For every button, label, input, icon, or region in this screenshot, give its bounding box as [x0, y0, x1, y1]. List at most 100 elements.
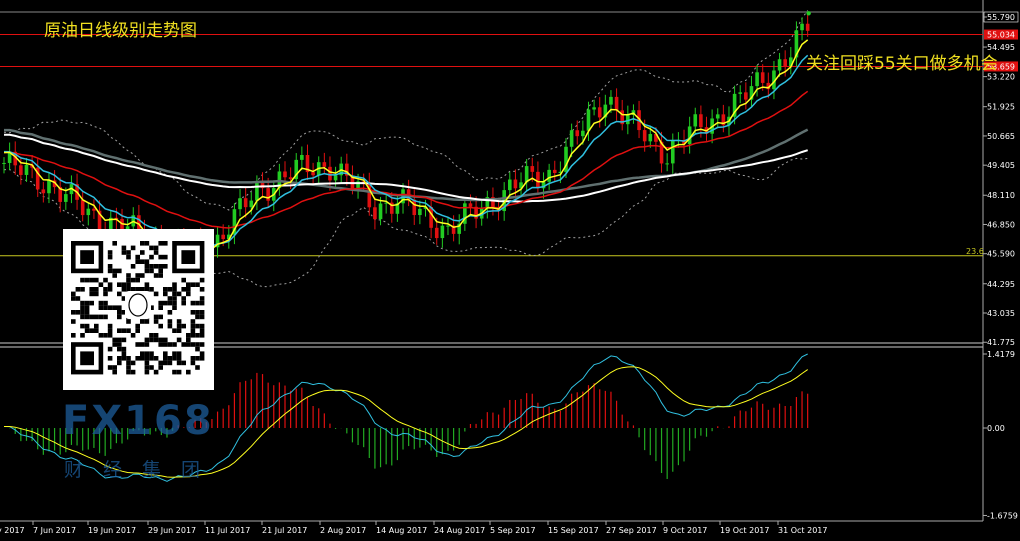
qr-module — [89, 328, 94, 333]
candle-body — [524, 166, 529, 183]
candle-body — [569, 130, 574, 147]
price-tick-label: 41.775 — [987, 338, 1015, 347]
qr-module — [117, 346, 122, 352]
candle-body — [24, 164, 29, 175]
candle-body — [328, 166, 332, 181]
qr-module — [140, 250, 145, 255]
candle-body — [755, 72, 759, 87]
qr-module — [130, 245, 136, 251]
candle-body — [64, 194, 68, 202]
candle-body — [238, 198, 242, 210]
qr-module — [126, 250, 131, 255]
qr-module — [103, 277, 108, 283]
candle-body — [305, 154, 310, 173]
candle-body — [800, 23, 804, 31]
candle-body — [558, 171, 563, 173]
qr-module — [130, 264, 136, 269]
candle-body — [603, 104, 608, 118]
qr-module — [149, 356, 154, 361]
qr-module — [190, 319, 196, 324]
qr-module — [158, 337, 163, 343]
qr-module — [84, 323, 90, 329]
qr-module — [126, 356, 131, 361]
qr-module — [190, 328, 196, 333]
qr-module — [163, 254, 168, 260]
candle-body — [463, 203, 467, 224]
qr-module — [195, 314, 200, 320]
candle-body — [80, 199, 85, 216]
qr-module — [163, 360, 168, 366]
candle-body — [609, 96, 613, 105]
qr-module — [163, 264, 168, 269]
macd-tick-label: 0.00 — [987, 424, 1005, 433]
qr-module — [158, 314, 163, 320]
qr-module — [135, 356, 140, 361]
qr-module — [149, 365, 154, 370]
qr-module — [135, 254, 140, 260]
qr-module — [199, 300, 205, 306]
qr-module — [158, 264, 163, 269]
qr-module — [84, 328, 90, 333]
qr-module — [121, 282, 127, 287]
qr-module — [126, 360, 131, 366]
candle-body — [412, 199, 417, 216]
ma-fast-line — [3, 39, 809, 251]
price-tick-label: 51.925 — [987, 103, 1015, 112]
qr-module — [190, 300, 196, 306]
candle-body — [659, 141, 664, 164]
qr-module — [130, 277, 136, 283]
candle-body — [777, 59, 782, 71]
qr-module — [80, 277, 85, 283]
qr-module — [144, 259, 150, 264]
candle-body — [693, 114, 698, 127]
candle-body — [243, 198, 248, 208]
qr-module — [126, 328, 131, 333]
candle-body — [536, 171, 540, 189]
qr-module — [144, 282, 150, 287]
candle-body — [682, 139, 686, 145]
candle-body — [530, 166, 535, 172]
qr-module — [94, 328, 99, 333]
candle-body — [311, 172, 315, 176]
qr-module — [98, 333, 104, 338]
candle-body — [491, 197, 495, 209]
candle-body — [451, 225, 456, 234]
candle-body — [108, 217, 113, 234]
qr-module — [112, 369, 117, 375]
qr-module — [94, 287, 99, 292]
qr-module — [181, 296, 186, 301]
qr-module — [107, 323, 113, 329]
qr-module — [121, 356, 127, 361]
qr-module — [121, 296, 127, 301]
candle-body — [732, 93, 737, 117]
qr-module — [186, 282, 191, 287]
qr-module — [89, 300, 94, 306]
qr-module — [107, 268, 113, 274]
qr-module — [153, 319, 159, 324]
candle-body — [350, 175, 355, 189]
qr-module — [121, 351, 127, 356]
qr-module — [126, 369, 131, 375]
qr-module — [158, 323, 163, 329]
qr-module — [176, 369, 182, 375]
qr-module — [107, 250, 113, 255]
qr-module — [195, 310, 200, 315]
qr-module — [89, 291, 94, 297]
candle-body — [581, 130, 585, 137]
price-tick-label: 44.295 — [987, 280, 1015, 289]
qr-module — [71, 291, 76, 297]
qr-module — [140, 351, 145, 356]
qr-module — [80, 333, 85, 338]
qr-module — [84, 305, 90, 310]
qr-finder-core — [181, 250, 196, 264]
qr-module — [144, 337, 150, 343]
qr-module — [186, 342, 191, 347]
qr-module — [158, 268, 163, 274]
qr-module — [176, 319, 182, 324]
qr-module — [172, 287, 177, 292]
candle-body — [597, 107, 602, 118]
qr-module — [71, 333, 76, 338]
candle-body — [783, 59, 787, 67]
candle-body — [283, 171, 287, 178]
qr-module — [144, 319, 150, 324]
